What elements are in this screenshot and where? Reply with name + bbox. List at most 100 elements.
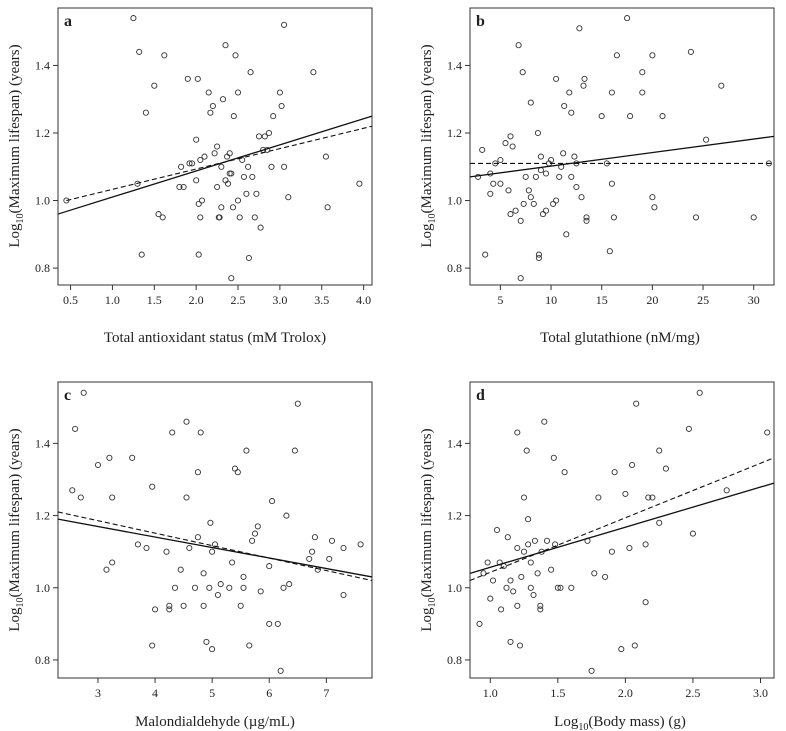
panel-d-y-axis-label: Log10(Maximum lifespan) (years)	[419, 428, 438, 631]
panel-c: c 3 4 5 6 7 0.8 1.0 1.2 1.4 Malondialdehyde (µg…	[7, 381, 373, 730]
panel-a-label: a	[64, 13, 72, 30]
panel-a-y-axis-label-sub: 10	[15, 213, 26, 223]
panel-b-y-tick-label: 1.0	[447, 194, 462, 208]
panel-d-data-point	[554, 584, 561, 591]
panel-b-data-point	[517, 217, 524, 224]
panel-a-x-tick-label: 3.5	[314, 293, 329, 307]
panel-b-x-tick-label: 15	[596, 293, 608, 307]
panel-b: b 5 10 15 20 25 30 0.8 1.0 1.2 1.4 Total glutath…	[419, 7, 775, 346]
panel-b-x-tick-label: 30	[748, 293, 760, 307]
panel-c-y-tick-label: 0.8	[35, 653, 50, 667]
panel-c-data-point	[163, 548, 170, 555]
panel-c-data-point	[72, 425, 79, 432]
panel-c-data-point	[191, 584, 199, 591]
panel-b-y-tick-label: 1.4	[447, 58, 462, 72]
panel-a-data-point	[155, 211, 162, 218]
panel-a-y-axis-label: Log10(Maximum lifespan) (years)	[7, 44, 26, 247]
panel-a-data-point	[130, 15, 137, 22]
panel-b-data-point	[659, 113, 666, 120]
panel-a-data-point	[232, 52, 239, 59]
panel-d-data-point	[631, 642, 638, 649]
panel-c-data-point	[309, 548, 316, 555]
panel-a-data-point	[268, 163, 275, 170]
panel-c-data-point	[291, 447, 298, 454]
panel-d-data-point	[541, 418, 548, 425]
panel-a-solid-fit-line	[57, 115, 373, 215]
panel-d-x-ticks: 1.0 1.5 2.0 2.5 3.0	[483, 678, 768, 700]
panel-b-data-point	[512, 207, 519, 214]
panel-a-data-point	[278, 102, 285, 110]
panel-d-data-point	[689, 530, 696, 537]
panel-b-data-point	[649, 52, 656, 59]
panel-b-data-point	[502, 140, 509, 147]
panel-d-data-point	[537, 602, 544, 609]
panel-b-data-point	[553, 197, 560, 204]
panel-b-frame	[469, 7, 775, 286]
panel-a-data-point	[218, 204, 225, 211]
panel-b-data-point	[527, 99, 534, 106]
panel-c-data-point	[251, 530, 259, 537]
panel-d-data-point	[523, 447, 530, 454]
panel-a-data-point	[134, 180, 141, 187]
panel-d-data-point	[518, 573, 525, 580]
panel-a-data-point	[211, 150, 218, 157]
panel-a-y-axis-label-main: Log	[7, 223, 23, 248]
panel-d-data-point	[514, 544, 521, 552]
panel-a-x-axis-label: Total antioxidant status (mM Trolox)	[104, 330, 326, 346]
panel-d-y-tick-label: 0.8	[447, 653, 462, 667]
panel-c-data-point	[357, 541, 364, 548]
panel-b-data-point	[561, 102, 568, 110]
panel-a-data-point	[193, 136, 200, 143]
panel-b-data-point	[639, 69, 646, 76]
panel-d-data-point	[608, 548, 615, 555]
panel-c-x-tick-label: 7	[323, 686, 329, 700]
panel-d-data-point	[656, 519, 663, 526]
panel-b-x-tick-label: 5	[497, 293, 503, 307]
panel-d-data-point	[595, 494, 602, 501]
panel-a-data-point	[236, 214, 243, 221]
panel-c-data-point	[109, 494, 116, 501]
panel-b-data-point	[583, 217, 590, 224]
panel-d: d 1.0 1.5 2.0 2.5 3.0 0.81.01.21.4 Log10(Bod…	[419, 381, 775, 731]
panel-c-data-point	[169, 429, 176, 436]
panel-d-data-point	[629, 461, 636, 469]
panel-b-data-point	[692, 214, 700, 221]
panel-a-x-tick-label: 1.5	[147, 293, 162, 307]
panel-c-data-point	[326, 555, 333, 562]
panel-c-data-point	[306, 555, 313, 562]
panel-d-data-point	[543, 537, 551, 544]
panel-c-data-point	[254, 523, 261, 530]
panel-d-y-tick-label: 1.4	[447, 436, 462, 450]
panel-d-y-axis-label-sub: 10	[427, 597, 438, 607]
panel-c-data-point	[209, 646, 216, 653]
panel-b-data-point	[505, 187, 512, 194]
panel-a-data-point	[281, 21, 288, 28]
panel-b-data-point	[568, 173, 575, 180]
panel-a-data-point	[234, 197, 242, 204]
panel-b-label: b	[476, 13, 485, 30]
panel-d-x-axis-label-main: Log	[554, 714, 579, 730]
panel-c-data-point	[237, 602, 244, 609]
panel-b-data-point	[515, 42, 522, 49]
panel-c-data-point	[200, 602, 207, 609]
panel-b-data-point	[507, 133, 514, 140]
panel-a-data-point	[226, 150, 233, 157]
panel-a-data-point	[151, 82, 158, 89]
panel-b-y-axis-label-main: Log	[419, 223, 435, 248]
panel-a-x-tick-label: 2.0	[189, 293, 204, 307]
panel-c-x-ticks: 3 4 5 6 7	[95, 678, 329, 700]
panel-c-data-point	[149, 642, 156, 649]
panel-d-data-point	[504, 534, 511, 541]
panel-b-data-point	[573, 183, 580, 191]
panel-b-x-tick-label: 25	[697, 293, 709, 307]
panel-d-data-point	[503, 584, 510, 591]
panel-d-frame	[469, 381, 775, 679]
panel-a-y-tick-label: 1.0	[35, 194, 50, 208]
panel-d-data-point	[633, 400, 640, 407]
panel-c-solid-fit-line	[57, 518, 373, 578]
panel-c-data-point	[269, 498, 276, 505]
panel-a-data-point	[229, 204, 237, 211]
panel-a-data-point	[205, 89, 212, 96]
panel-d-data-point	[557, 584, 564, 591]
